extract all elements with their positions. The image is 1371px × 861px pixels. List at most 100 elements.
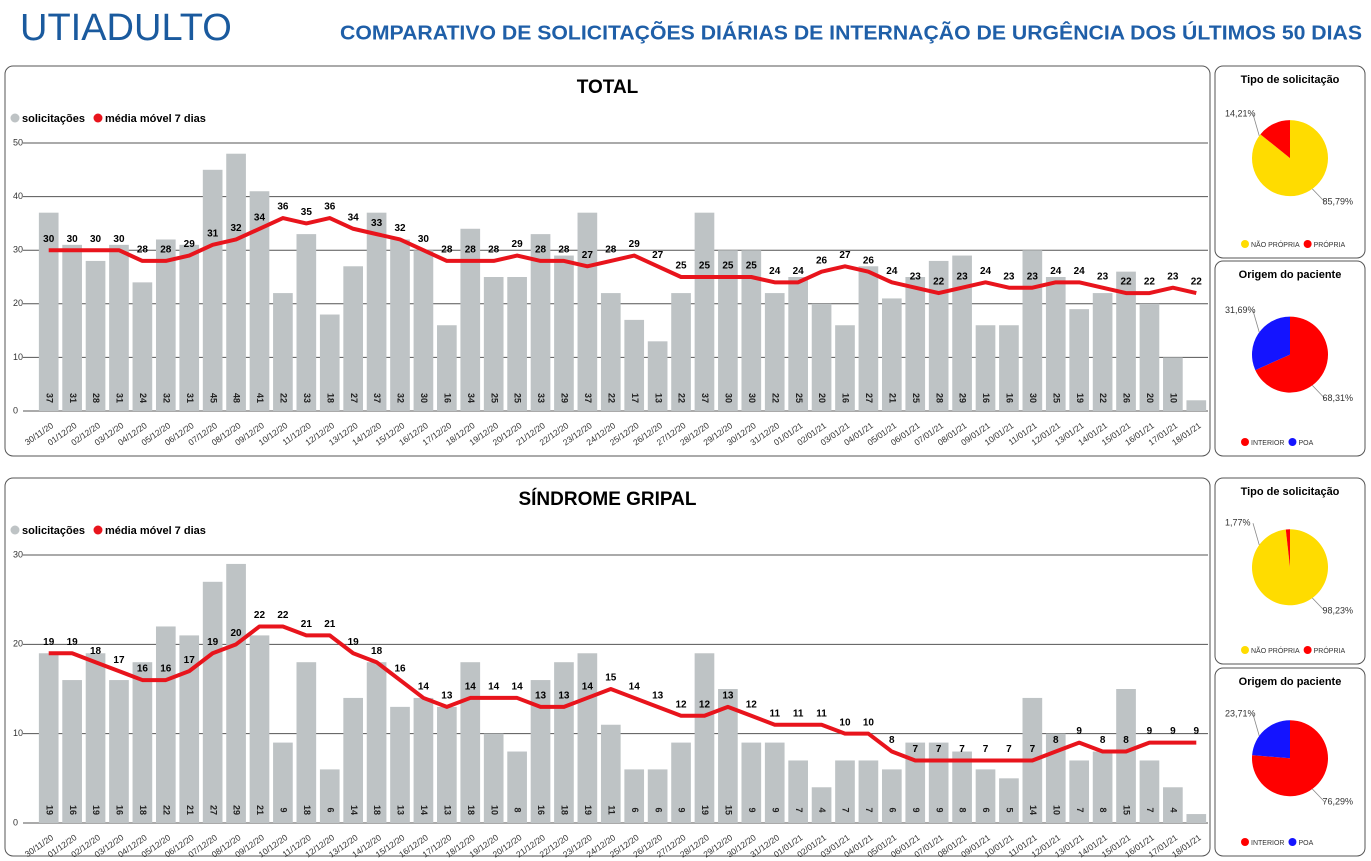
line-value-label: 22 <box>1120 277 1132 288</box>
bar-value-label: 21 <box>185 805 195 815</box>
bar <box>858 760 879 823</box>
bar-value-label: 29 <box>232 805 242 815</box>
bar-value-label: 18 <box>560 805 570 815</box>
legend-marker <box>1288 438 1297 446</box>
bar-value-label: 28 <box>91 393 101 403</box>
line-value-label: 28 <box>605 245 617 256</box>
line-value-label: 28 <box>160 245 172 256</box>
legend-marker <box>1303 240 1312 248</box>
bar <box>530 234 551 411</box>
bar-value-label: 21 <box>887 393 897 403</box>
bar <box>273 742 293 823</box>
line-value-label: 25 <box>722 261 734 272</box>
line-value-label: 7 <box>1030 744 1036 755</box>
bar-value-label: 13 <box>653 393 663 403</box>
bar <box>319 314 340 411</box>
legend-label: PRÓPRIA <box>1314 646 1346 655</box>
pie-leader <box>1252 310 1260 333</box>
bar <box>835 325 855 411</box>
bar <box>1116 271 1136 411</box>
bar <box>671 742 691 823</box>
legend-label: solicitações <box>22 525 85 537</box>
line-value-label: 9 <box>1194 726 1200 737</box>
bar-value-label: 8 <box>513 807 523 812</box>
line-value-label: 19 <box>67 637 79 648</box>
line-value-label: 28 <box>465 245 477 256</box>
bar <box>296 662 317 823</box>
bar-value-label: 6 <box>981 807 991 812</box>
bar-value-label: 20 <box>817 393 827 403</box>
y-tick-label: 10 <box>13 728 23 738</box>
bar <box>928 260 949 411</box>
bar-value-label: 8 <box>1098 807 1108 812</box>
y-tick-label: 30 <box>13 549 23 559</box>
bar <box>507 751 527 823</box>
bar-value-label: 9 <box>934 807 944 812</box>
bar <box>85 260 106 411</box>
line-value-label: 11 <box>793 708 804 719</box>
bar <box>600 293 621 411</box>
bar <box>554 662 574 823</box>
bar <box>460 228 481 411</box>
bar <box>577 653 598 823</box>
bar-value-label: 7 <box>841 807 851 812</box>
bar <box>202 169 223 411</box>
bar <box>881 298 902 411</box>
bar <box>624 319 645 411</box>
bar-value-label: 18 <box>302 805 312 815</box>
bar <box>179 244 200 411</box>
line-value-label: 12 <box>746 699 758 710</box>
bar <box>413 697 434 823</box>
line-value-label: 23 <box>1027 271 1039 282</box>
bar <box>1022 250 1043 411</box>
bar <box>1045 733 1066 823</box>
bar <box>764 293 785 411</box>
pie-leader <box>1252 114 1260 136</box>
bar <box>226 153 246 411</box>
line-value-label: 30 <box>90 234 102 245</box>
bar <box>764 742 785 823</box>
bar <box>788 277 808 411</box>
legend-marker <box>10 113 20 123</box>
bar <box>881 769 902 823</box>
bar-value-label: 7 <box>1145 807 1155 812</box>
line-value-label: 23 <box>910 271 922 282</box>
pie-slice <box>1285 529 1290 568</box>
page-title: UTIADULTO <box>20 7 232 49</box>
bar <box>296 234 317 411</box>
bar-value-label: 25 <box>911 393 921 403</box>
legend-marker <box>1288 838 1297 846</box>
bar <box>179 635 200 823</box>
line-value-label: 34 <box>254 212 266 223</box>
legend-label: média móvel 7 dias <box>105 525 206 537</box>
line-value-label: 10 <box>839 717 851 728</box>
bar-value-label: 14 <box>1028 805 1038 815</box>
bar <box>905 277 926 411</box>
line-value-label: 10 <box>863 717 875 728</box>
bar-value-label: 18 <box>372 805 382 815</box>
bar <box>1163 787 1183 823</box>
page-subtitle: COMPARATIVO DE SOLICITAÇÕES DIÁRIAS DE I… <box>340 20 1362 44</box>
line-value-label: 29 <box>512 239 524 250</box>
bar <box>460 662 481 823</box>
line-value-label: 15 <box>605 673 617 684</box>
chart-title: SÍNDROME GRIPAL <box>518 488 696 510</box>
bar <box>155 239 176 411</box>
line-value-label: 23 <box>1097 271 1109 282</box>
bar-value-label: 19 <box>44 805 54 815</box>
bar <box>437 325 457 411</box>
bar <box>671 293 691 411</box>
pie-leader <box>1312 788 1326 803</box>
legend-marker <box>93 113 103 123</box>
bar <box>249 635 270 823</box>
legend-marker <box>1241 438 1249 446</box>
bar <box>835 760 855 823</box>
pie-slice <box>1251 120 1328 197</box>
bar-value-label: 6 <box>887 807 897 812</box>
bar-value-label: 9 <box>677 807 687 812</box>
line-value-label: 24 <box>769 266 781 277</box>
pie-title: Tipo de solicitação <box>1241 74 1340 86</box>
pie-slice <box>1251 529 1328 606</box>
line-value-label: 17 <box>184 655 196 666</box>
